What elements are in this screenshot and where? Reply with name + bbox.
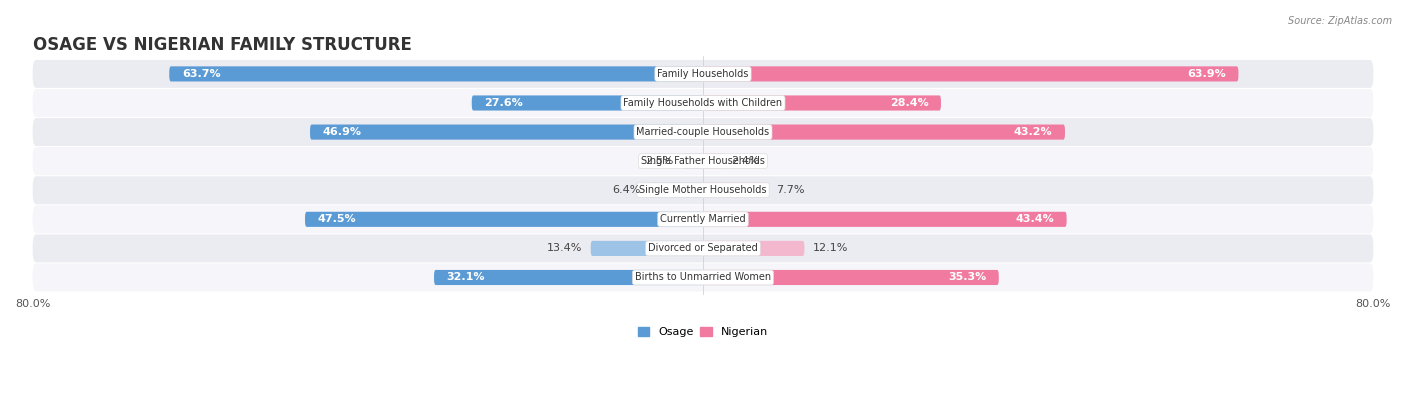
Text: 35.3%: 35.3% [948, 273, 986, 282]
FancyBboxPatch shape [32, 118, 1374, 146]
FancyBboxPatch shape [32, 60, 1374, 88]
FancyBboxPatch shape [311, 124, 703, 140]
Text: 6.4%: 6.4% [613, 185, 641, 195]
Text: 43.4%: 43.4% [1015, 214, 1054, 224]
FancyBboxPatch shape [32, 147, 1374, 175]
FancyBboxPatch shape [32, 235, 1374, 262]
FancyBboxPatch shape [32, 205, 1374, 233]
FancyBboxPatch shape [32, 263, 1374, 292]
Text: 63.7%: 63.7% [181, 69, 221, 79]
FancyBboxPatch shape [591, 241, 703, 256]
Text: 63.9%: 63.9% [1187, 69, 1226, 79]
Text: 27.6%: 27.6% [484, 98, 523, 108]
FancyBboxPatch shape [703, 96, 941, 111]
FancyBboxPatch shape [169, 66, 703, 81]
FancyBboxPatch shape [703, 212, 1067, 227]
FancyBboxPatch shape [703, 270, 998, 285]
Text: Married-couple Households: Married-couple Households [637, 127, 769, 137]
FancyBboxPatch shape [682, 154, 703, 169]
Text: 7.7%: 7.7% [776, 185, 804, 195]
FancyBboxPatch shape [32, 89, 1374, 117]
FancyBboxPatch shape [472, 96, 703, 111]
FancyBboxPatch shape [434, 270, 703, 285]
Text: Family Households with Children: Family Households with Children [623, 98, 783, 108]
Text: 2.5%: 2.5% [645, 156, 673, 166]
Text: 28.4%: 28.4% [890, 98, 928, 108]
Text: OSAGE VS NIGERIAN FAMILY STRUCTURE: OSAGE VS NIGERIAN FAMILY STRUCTURE [32, 36, 412, 54]
Text: Divorced or Separated: Divorced or Separated [648, 243, 758, 254]
Text: 32.1%: 32.1% [447, 273, 485, 282]
Text: 46.9%: 46.9% [322, 127, 361, 137]
Text: Single Father Households: Single Father Households [641, 156, 765, 166]
FancyBboxPatch shape [703, 154, 723, 169]
Text: Births to Unmarried Women: Births to Unmarried Women [636, 273, 770, 282]
FancyBboxPatch shape [305, 212, 703, 227]
FancyBboxPatch shape [703, 66, 1239, 81]
Legend: Osage, Nigerian: Osage, Nigerian [634, 323, 772, 342]
Text: Currently Married: Currently Married [661, 214, 745, 224]
FancyBboxPatch shape [703, 241, 804, 256]
Text: 2.4%: 2.4% [731, 156, 761, 166]
Text: Family Households: Family Households [658, 69, 748, 79]
Text: 47.5%: 47.5% [318, 214, 356, 224]
Text: 12.1%: 12.1% [813, 243, 848, 254]
Text: 43.2%: 43.2% [1014, 127, 1053, 137]
FancyBboxPatch shape [32, 176, 1374, 204]
Text: 13.4%: 13.4% [547, 243, 582, 254]
Text: Source: ZipAtlas.com: Source: ZipAtlas.com [1288, 16, 1392, 26]
FancyBboxPatch shape [650, 182, 703, 198]
FancyBboxPatch shape [703, 124, 1064, 140]
Text: Single Mother Households: Single Mother Households [640, 185, 766, 195]
FancyBboxPatch shape [703, 182, 768, 198]
